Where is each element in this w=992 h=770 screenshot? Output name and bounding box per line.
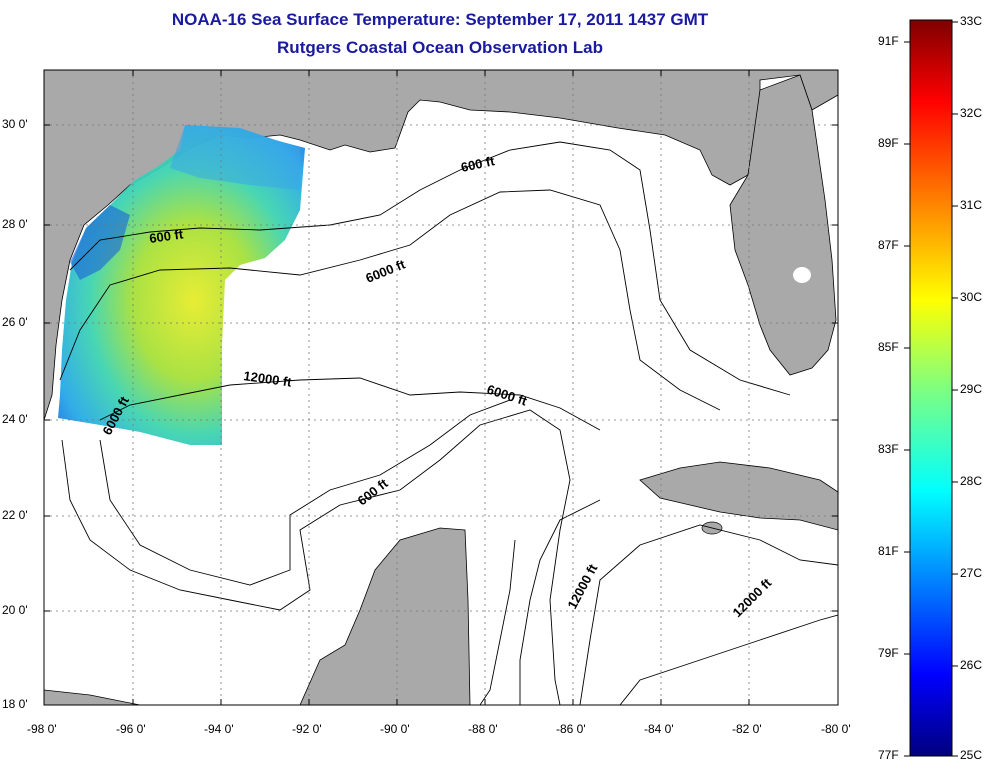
colorbar-fahrenheit-label: 81F — [878, 544, 899, 558]
colorbar-fahrenheit-label: 77F — [878, 748, 899, 762]
lon-label: -98 0' — [27, 722, 57, 736]
colorbar-celsius-label: 30C — [960, 290, 983, 304]
lat-label: 30 0' — [2, 117, 28, 131]
lon-label: -94 0' — [204, 722, 234, 736]
lon-label: -80 0' — [821, 722, 851, 736]
colorbar-celsius-label: 28C — [960, 474, 983, 488]
lat-label: 20 0' — [2, 603, 28, 617]
colorbar-fahrenheit-label: 83F — [878, 442, 899, 456]
lon-label: -82 0' — [732, 722, 762, 736]
colorbar-fahrenheit-label: 87F — [878, 238, 899, 252]
colorbar-celsius-label: 32C — [960, 106, 983, 120]
lake — [793, 267, 811, 283]
colorbar-celsius-label: 31C — [960, 198, 983, 212]
lat-label: 26 0' — [2, 315, 28, 329]
colorbar-celsius-label: 29C — [960, 382, 983, 396]
lon-label: -88 0' — [468, 722, 498, 736]
map-title: NOAA-16 Sea Surface Temperature: Septemb… — [171, 10, 709, 29]
sst-swath — [58, 125, 305, 445]
lon-label: -84 0' — [644, 722, 674, 736]
colorbar — [909, 19, 953, 757]
colorbar-fahrenheit-label: 91F — [878, 34, 899, 48]
colorbar-celsius-label: 33C — [960, 14, 983, 28]
land-mexico-south — [44, 689, 141, 705]
colorbar-celsius-label: 26C — [960, 658, 983, 672]
contour-label: 12000 ft — [243, 368, 294, 390]
contour-label: 600 ft — [460, 153, 497, 175]
lon-label: -92 0' — [292, 722, 322, 736]
land-yucatan — [299, 527, 471, 705]
contour-label: 600 ft — [148, 226, 184, 246]
colorbar-fahrenheit-label: 79F — [878, 646, 899, 660]
colorbar-celsius-label: 25C — [960, 748, 983, 762]
lat-label: 28 0' — [2, 217, 28, 231]
lon-label: -86 0' — [556, 722, 586, 736]
colorbar-fahrenheit-label: 89F — [878, 136, 899, 150]
map-subtitle: Rutgers Coastal Ocean Observation Lab — [277, 38, 603, 57]
colorbar-celsius-label: 27C — [960, 566, 983, 580]
lat-label: 18 0' — [2, 697, 28, 711]
lon-label: -96 0' — [116, 722, 146, 736]
lat-label: 24 0' — [2, 412, 28, 426]
lat-label: 22 0' — [2, 508, 28, 522]
land-cuba — [639, 461, 838, 531]
lon-label: -90 0' — [380, 722, 410, 736]
colorbar-fahrenheit-label: 85F — [878, 340, 899, 354]
